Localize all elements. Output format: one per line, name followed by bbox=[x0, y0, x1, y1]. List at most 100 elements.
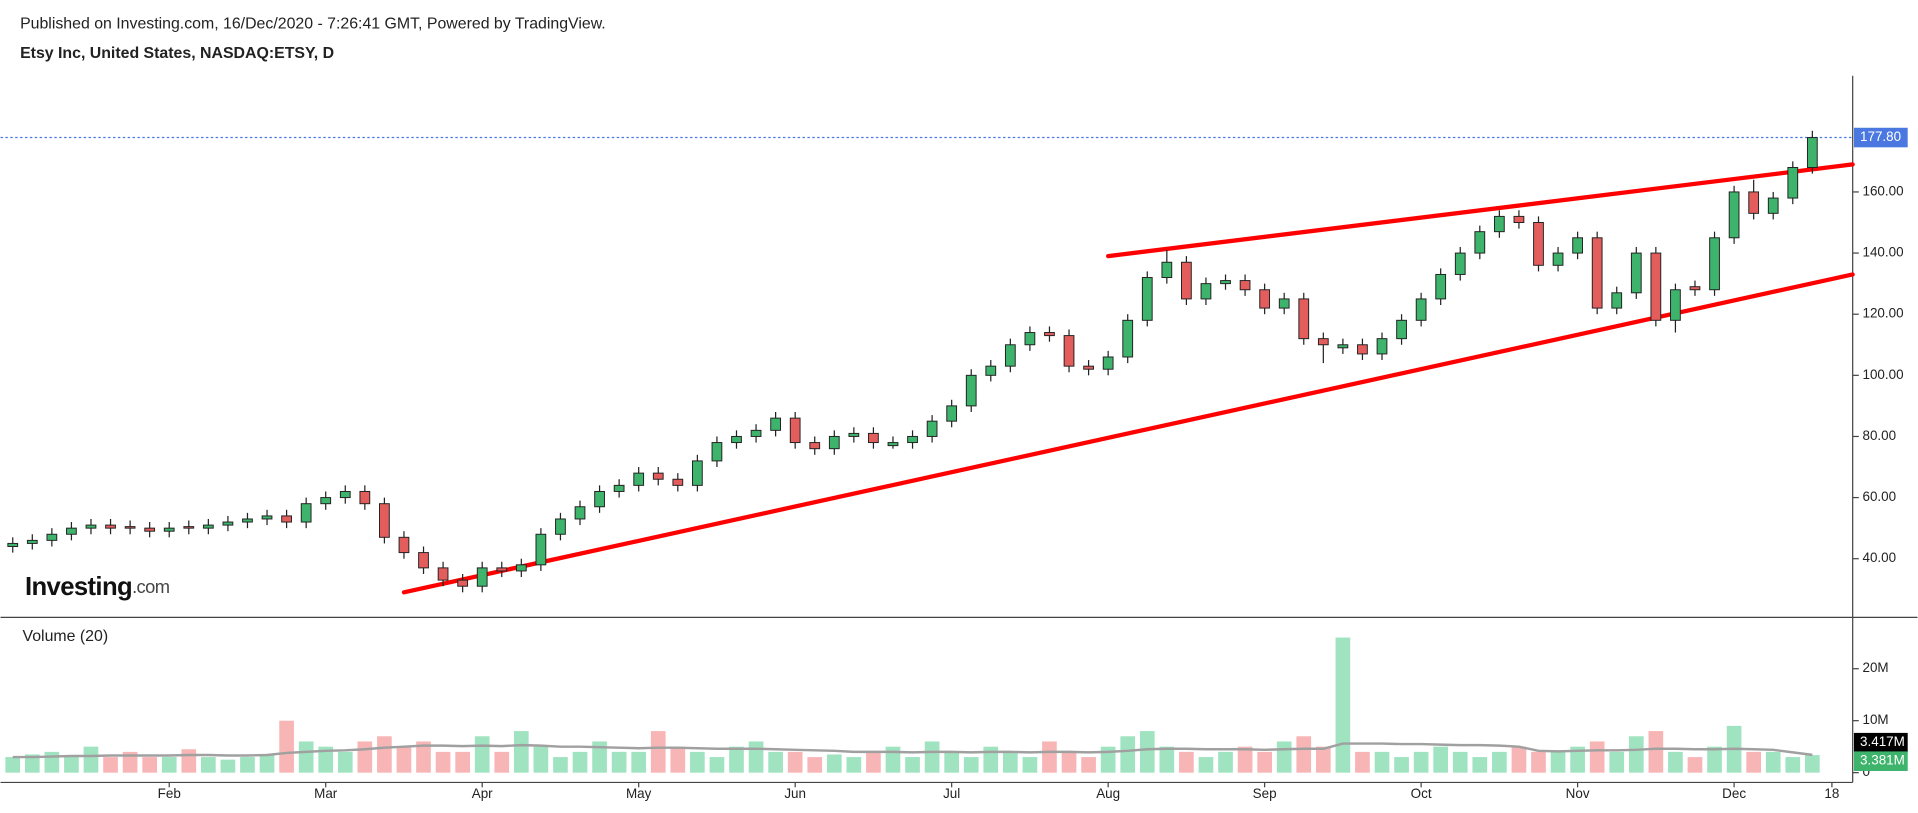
candle-body bbox=[789, 417, 801, 444]
candle-body bbox=[163, 527, 175, 532]
volume-bar bbox=[455, 751, 470, 773]
candle-body bbox=[1650, 252, 1662, 321]
candle-body bbox=[1689, 286, 1701, 291]
volume-bar bbox=[1139, 731, 1155, 773]
volume-bar bbox=[748, 741, 764, 773]
chart-title: Etsy Inc, United States, NASDAQ:ETSY, D bbox=[20, 45, 334, 62]
candle-body bbox=[457, 579, 469, 587]
volume-bar bbox=[690, 751, 705, 773]
volume-bar bbox=[1355, 751, 1370, 773]
candle-body bbox=[672, 478, 684, 486]
candle-body bbox=[535, 533, 547, 566]
candle-body bbox=[1435, 273, 1447, 300]
last-price-label-box bbox=[1853, 127, 1908, 148]
candle-body bbox=[1396, 319, 1407, 340]
x-tick-label: Aug bbox=[1096, 786, 1120, 801]
volume-bar bbox=[787, 751, 803, 773]
y-tick-label: 80.00 bbox=[1862, 428, 1896, 443]
volume-bar bbox=[1335, 637, 1351, 773]
volume-bar bbox=[298, 741, 314, 773]
volume-bar bbox=[846, 757, 862, 773]
volume-bar bbox=[220, 759, 236, 773]
volume-bar bbox=[259, 754, 275, 773]
volume-tick-label: 0 bbox=[1862, 764, 1869, 779]
x-tick-label: Sep bbox=[1253, 786, 1277, 801]
volume-bar bbox=[631, 751, 647, 773]
volume-bar bbox=[64, 757, 79, 773]
volume-bar bbox=[611, 751, 627, 773]
volume-bar bbox=[553, 757, 568, 773]
candle-body bbox=[1024, 332, 1036, 346]
volume-bar bbox=[1237, 746, 1253, 773]
candle-body bbox=[1200, 283, 1212, 300]
volume-label-box bbox=[1853, 751, 1908, 771]
x-tick-label: Jul bbox=[943, 786, 960, 801]
candle-body bbox=[1122, 319, 1134, 358]
candle-body bbox=[1630, 252, 1642, 294]
volume-bar bbox=[1492, 751, 1507, 773]
volume-bar bbox=[709, 757, 725, 773]
volume-bar bbox=[357, 741, 373, 773]
candle-body bbox=[418, 552, 429, 569]
candle-body bbox=[907, 435, 918, 444]
volume-bar bbox=[1061, 751, 1077, 773]
candle-body bbox=[1317, 338, 1329, 346]
candle-body bbox=[1728, 191, 1740, 239]
volume-bar bbox=[24, 754, 40, 773]
volume-bar bbox=[1042, 741, 1057, 773]
volume-bar bbox=[1394, 757, 1409, 773]
volume-bar bbox=[1589, 741, 1605, 773]
candle-body bbox=[770, 417, 781, 431]
candle-body bbox=[1611, 292, 1623, 309]
volume-bar bbox=[1198, 757, 1214, 773]
volume-bar bbox=[1805, 755, 1820, 773]
volume-bar bbox=[396, 746, 412, 773]
volume-bar bbox=[905, 757, 920, 773]
volume-bar bbox=[416, 741, 431, 773]
candle-body bbox=[1806, 137, 1818, 168]
candle-body bbox=[809, 442, 821, 450]
volume-bar bbox=[1022, 757, 1038, 773]
volume-bar bbox=[103, 757, 118, 773]
candle-body bbox=[828, 435, 840, 450]
x-tick-label: Mar bbox=[314, 786, 338, 801]
candle-body bbox=[555, 518, 566, 535]
y-tick-label: 60.00 bbox=[1862, 489, 1896, 504]
volume-title: Volume (20) bbox=[23, 628, 109, 645]
candle-body bbox=[965, 374, 977, 407]
candle-body bbox=[731, 435, 742, 444]
volume-bar bbox=[494, 751, 510, 773]
candle-body bbox=[1787, 167, 1799, 199]
candle-body bbox=[1474, 231, 1486, 254]
logo: Investing.com bbox=[25, 573, 170, 601]
volume-bar bbox=[670, 746, 686, 773]
volume-bar bbox=[826, 754, 842, 773]
volume-bar bbox=[1433, 746, 1449, 773]
volume-bar bbox=[1550, 751, 1566, 773]
y-tick-label: 40.00 bbox=[1862, 550, 1896, 565]
volume-bar bbox=[1472, 757, 1488, 773]
last-price-label: 177.80 bbox=[1860, 129, 1901, 144]
volume-bar bbox=[1668, 751, 1683, 773]
volume-bar bbox=[1785, 757, 1801, 773]
candle-body bbox=[1552, 252, 1564, 266]
candle-body bbox=[1083, 365, 1094, 370]
y-tick-label: 160.00 bbox=[1862, 183, 1903, 198]
candle-body bbox=[242, 518, 253, 523]
volume-ma-label: 3.417M bbox=[1860, 734, 1905, 749]
candle-body bbox=[1493, 215, 1505, 233]
volume-label: 3.381M bbox=[1860, 753, 1905, 768]
candle-body bbox=[1004, 344, 1016, 367]
candle-body bbox=[1454, 252, 1466, 275]
candle-body bbox=[183, 526, 195, 529]
volume-tick-label: 10M bbox=[1862, 712, 1888, 727]
trendline bbox=[401, 272, 1855, 595]
volume-bar bbox=[1570, 746, 1585, 773]
volume-bar bbox=[1413, 751, 1429, 773]
candle-body bbox=[1533, 222, 1544, 266]
candle-body bbox=[750, 429, 762, 437]
candle-body bbox=[946, 405, 958, 422]
candle-body bbox=[1572, 237, 1583, 254]
